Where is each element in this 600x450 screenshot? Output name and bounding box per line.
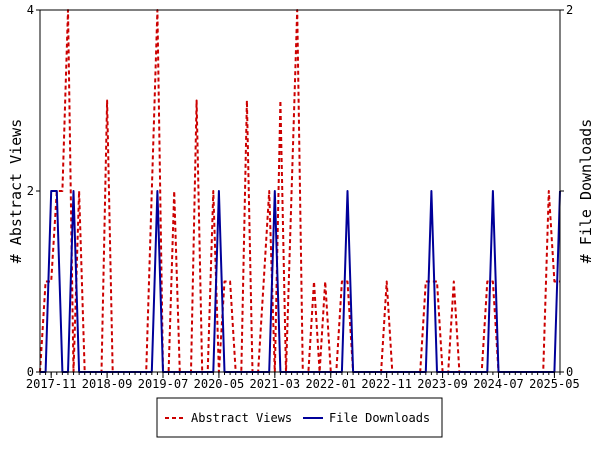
legend-label-abstract-views: Abstract Views (191, 411, 292, 425)
x-tick-label: 2023-09 (417, 377, 468, 391)
x-tick-label: 2019-07 (138, 377, 189, 391)
y-right-tick-label: 2 (566, 3, 573, 17)
x-tick-label: 2022-11 (361, 377, 412, 391)
x-tick-label: 2024-07 (473, 377, 524, 391)
right-axis-title: # File Downloads (577, 119, 595, 264)
x-tick-label: 2018-09 (82, 377, 133, 391)
x-tick-label: 2021-03 (250, 377, 301, 391)
y-left-tick-label: 4 (27, 3, 34, 17)
x-tick-label: 2022-01 (305, 377, 356, 391)
legend-items: Abstract Views File Downloads (165, 411, 430, 425)
x-tick-label: 2025-05 (529, 377, 580, 391)
y-right-tick-label: 0 (566, 365, 573, 379)
left-axis-title: # Abstract Views (7, 119, 25, 264)
series-line-abstract-views (39, 9, 560, 373)
y-left-tick-label: 0 (27, 365, 34, 379)
legend-label-file-downloads: File Downloads (329, 411, 430, 425)
series-layer (39, 9, 561, 373)
x-tick-label: 2020-05 (194, 377, 245, 391)
tick-layer: 2017-11 2018-09 2019-07 2020-05 2021-03 2022-… (26, 3, 580, 391)
legend: Abstract Views File Downloads (156, 397, 443, 438)
legend-box (156, 397, 443, 438)
x-tick-label: 2017-11 (26, 377, 77, 391)
y-left-tick-label: 2 (27, 184, 34, 198)
